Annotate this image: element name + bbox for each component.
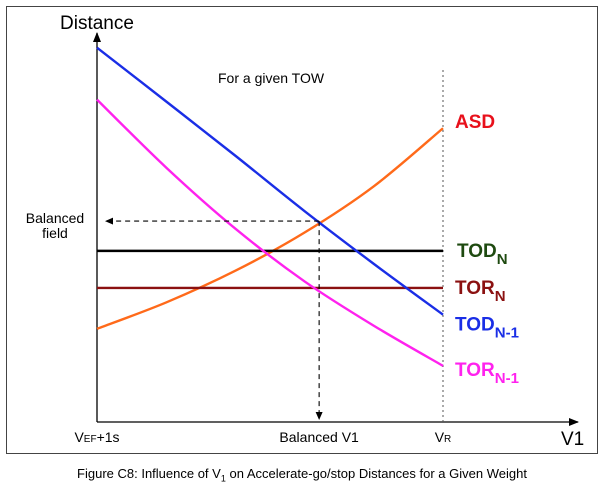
caption-suffix: on Accelerate-go/stop Distances for a Gi… [225,466,527,481]
balanced-field-label-line2: field [42,225,68,241]
x-tick-label-1: Balanced V1 [279,429,359,445]
series-label-tor-n-1: TORN-1 [455,360,519,387]
caption-sub: 1 [220,473,226,484]
series-label-asd: ASD [455,112,495,133]
figure-frame [6,6,598,454]
caption-prefix: Figure C8: Influence of V [77,466,221,481]
x-tick-label-2: VR [435,429,452,445]
x-axis-label: V1 [561,429,584,450]
series-line-tor-n-1 [96,98,444,367]
series-line-tod-n-1 [96,46,444,316]
series-line-asd [96,127,444,330]
chart: Distance V1 For a given TOW ASD TODN TORN T… [26,13,584,450]
series-label-tor-n: TORN [455,278,506,305]
series-label-tod-n: TODN [457,241,508,268]
series-label-tod-n-1: TODN-1 [455,315,519,342]
balanced-field-label-line1: Balanced [26,210,84,226]
y-axis-label: Distance [60,13,134,34]
chart-title: For a given TOW [218,70,325,86]
x-tick-label-0: VEF+1s [74,429,119,445]
figure-caption: Figure C8: Influence of V1 on Accelerate… [0,466,604,484]
